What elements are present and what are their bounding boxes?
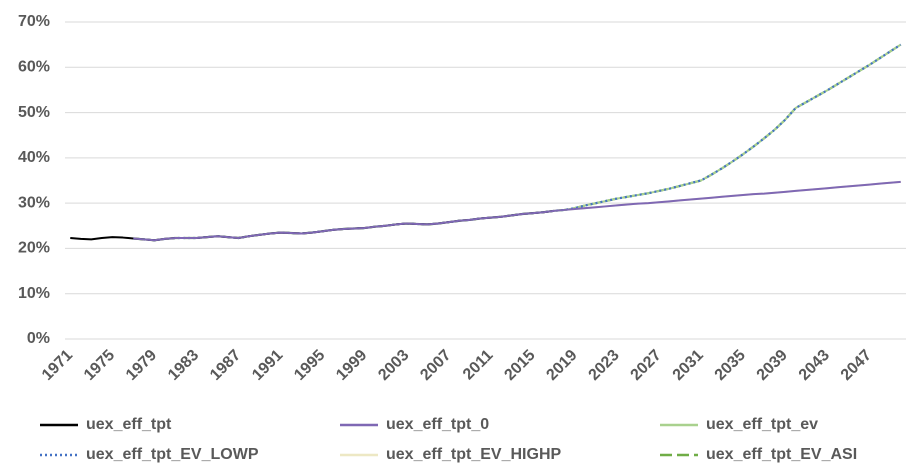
x-tick-label: 1979 [123, 347, 160, 384]
data-line [133, 43, 902, 242]
x-tick-label: 2015 [501, 347, 538, 384]
data-line [133, 180, 901, 242]
x-tick-label: 2023 [586, 347, 623, 384]
legend-label: uex_eff_tpt_ev [706, 416, 818, 433]
x-tick-label: 2003 [375, 347, 412, 384]
legend-label: uex_eff_tpt_EV_HIGHP [386, 446, 561, 463]
x-tick-label: 2031 [670, 347, 707, 384]
legend-label: uex_eff_tpt_EV_ASI [706, 446, 857, 463]
y-tick-label: 60% [18, 59, 50, 76]
x-tick-label: 1971 [39, 347, 76, 384]
data-line [133, 180, 901, 242]
x-tick-label: 2047 [838, 347, 875, 384]
y-tick-label: 10% [18, 285, 50, 302]
y-tick-label: 20% [18, 240, 50, 257]
x-tick-label: 1983 [165, 347, 202, 384]
legend-label: uex_eff_tpt_EV_LOWP [86, 446, 259, 463]
x-tick-label: 2011 [460, 347, 497, 384]
x-tick-label: 1999 [333, 347, 370, 384]
y-tick-label: 0% [27, 330, 50, 347]
x-tick-label: 2035 [712, 347, 749, 384]
x-tick-label: 2043 [796, 347, 833, 384]
data-line [133, 43, 902, 242]
y-tick-label: 50% [18, 104, 50, 121]
x-tick-label: 2007 [417, 347, 454, 384]
legend-label: uex_eff_tpt [86, 416, 172, 433]
x-tick-label: 2027 [628, 347, 665, 384]
x-tick-label: 2039 [754, 347, 791, 384]
y-tick-label: 70% [18, 13, 50, 30]
x-tick-label: 1991 [249, 347, 286, 384]
data-line [70, 209, 554, 242]
x-tick-label: 1995 [291, 347, 328, 384]
legend-label: uex_eff_tpt_0 [386, 416, 489, 433]
x-tick-label: 2019 [543, 347, 580, 384]
x-tick-label: 1987 [207, 347, 244, 384]
x-tick-label: 1975 [81, 347, 118, 384]
data-line [133, 43, 902, 242]
y-tick-label: 40% [18, 149, 50, 166]
y-tick-label: 30% [18, 194, 50, 211]
